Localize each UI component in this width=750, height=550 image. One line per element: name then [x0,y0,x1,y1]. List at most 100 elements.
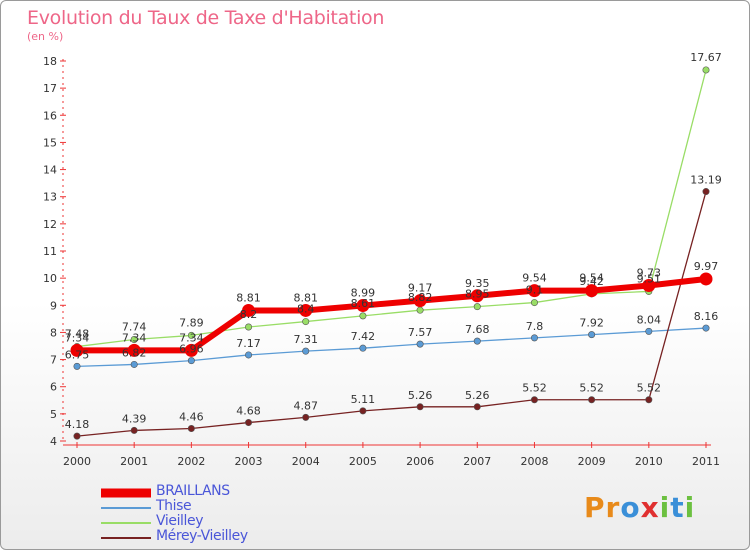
data-point [527,284,541,298]
data-point [702,188,710,196]
data-label: 8.82 [408,291,433,304]
data-label: 9.35 [465,277,490,290]
legend-swatch-vieilley [101,521,151,524]
data-point [416,403,424,411]
data-point [588,396,596,404]
y-tick-label: 6 [50,381,57,394]
data-label: 9.42 [579,275,604,288]
x-tick-label: 2000 [63,455,91,468]
logo-letter: t [670,491,685,524]
data-point [473,337,481,345]
data-point [645,327,653,335]
y-tick-label: 4 [50,435,57,448]
data-label: 7.34 [179,331,204,344]
data-label: 6.75 [65,348,90,361]
data-label: 9.17 [408,282,433,295]
legend-label-merey-vieilley: Mérey-Vieilley [156,528,248,544]
data-point [588,331,596,339]
data-point [530,299,538,307]
logo-letter: i [659,491,671,524]
y-tick-label: 9 [50,299,57,312]
y-tick-label: 12 [43,218,57,231]
data-label: 13.19 [690,174,722,187]
data-label: 7.17 [236,337,261,350]
series-line-thise [76,327,707,368]
data-label: 8.04 [637,313,662,326]
data-point [702,66,710,74]
chart-subtitle: (en %) [27,30,64,43]
data-point [73,362,81,370]
data-point [585,284,599,298]
x-tick-label: 2004 [292,455,320,468]
data-label: 4.87 [293,399,318,412]
data-label: 4.68 [236,405,261,418]
logo-letter: P [584,491,606,524]
data-point [356,299,370,313]
series-line-m-rey-vieilley [76,191,707,437]
data-point [413,294,427,308]
data-point [302,318,310,326]
legend-swatch-merey-vieilley [101,536,151,539]
logo-letter: r [605,491,621,524]
data-point [302,347,310,355]
legend-swatch-braillans [101,488,151,497]
data-point [245,419,253,427]
data-label: 8.99 [351,287,376,300]
x-tick-label: 2003 [235,455,263,468]
data-point [702,324,710,332]
y-tick-label: 7 [50,354,57,367]
data-label: 4.46 [179,411,204,424]
data-label: 7.68 [465,323,490,336]
data-point [359,407,367,415]
data-label: 7.92 [579,317,604,330]
data-label: 8.4 [297,303,315,316]
data-point [530,334,538,342]
data-point [73,432,81,440]
data-point [530,396,538,404]
data-label: 8.81 [293,291,318,304]
data-label: 7.57 [408,326,433,339]
data-label: 8.81 [236,291,261,304]
y-tick-label: 15 [43,136,57,149]
x-tick-label: 2006 [406,455,434,468]
y-tick-label: 16 [43,109,57,122]
data-label: 5.26 [465,389,490,402]
x-tick-label: 2011 [692,455,720,468]
y-tick-label: 17 [43,82,57,95]
data-label: 9.54 [579,272,604,285]
data-label: 5.52 [522,382,547,395]
legend-label-thise: Thise [156,498,192,514]
data-label: 7.42 [351,330,376,343]
legend-label-braillans: BRAILLANS [156,483,230,499]
y-tick-label: 13 [43,191,57,204]
data-label: 9.97 [694,260,719,273]
data-label: 5.26 [408,389,433,402]
x-tick-label: 2005 [349,455,377,468]
data-label: 7.8 [526,320,544,333]
data-point [470,289,484,303]
data-point [359,344,367,352]
data-label: 7.48 [65,328,90,341]
data-point [245,351,253,359]
data-label: 8.2 [240,308,258,321]
data-point [299,303,313,317]
y-tick-label: 11 [43,245,57,258]
data-label: 9.1 [526,284,544,297]
data-point [70,343,84,357]
data-point [184,343,198,357]
data-point [130,335,138,343]
data-point [130,360,138,368]
y-tick-label: 10 [43,272,57,285]
data-point [416,306,424,314]
series-line-braillans [77,275,707,354]
data-label: 5.52 [579,382,604,395]
data-label: 8.16 [694,310,719,323]
data-point [699,272,713,286]
chart-title: Evolution du Taux de Taxe d'Habitation [27,7,385,29]
legend-swatch-thise [101,506,151,509]
data-label: 9.73 [637,266,662,279]
series-line-vieilley [76,69,707,348]
data-label: 7.89 [179,316,204,329]
data-point [127,343,141,357]
